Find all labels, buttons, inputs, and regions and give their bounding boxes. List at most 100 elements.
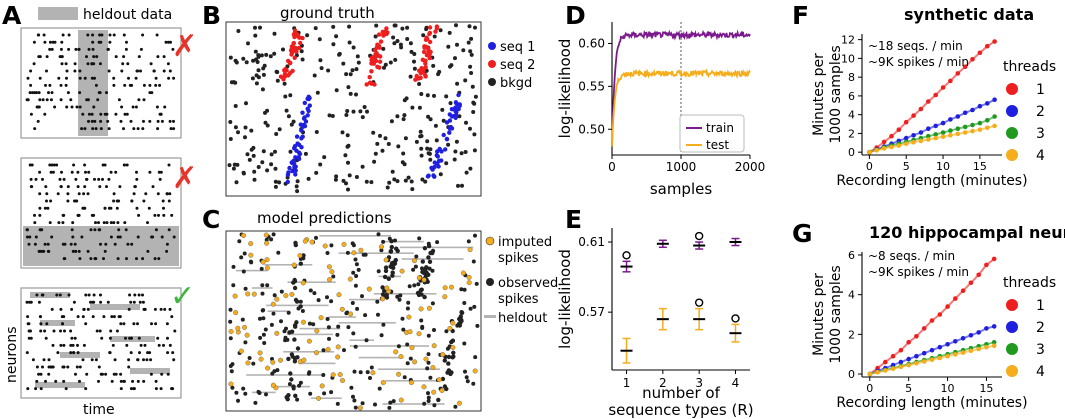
legend-imputed-marker — [485, 236, 495, 246]
bkgd-spike — [354, 175, 359, 179]
bkgd-spike — [281, 47, 285, 52]
bkgd-spike — [244, 101, 248, 106]
spike-dot — [142, 379, 146, 383]
series-4-point — [953, 352, 958, 357]
spike-dot — [59, 83, 63, 87]
y-axis-label: log-likelihood — [556, 39, 574, 139]
observed-spike — [241, 269, 246, 274]
series-2-point — [960, 336, 966, 341]
panel-a: A heldout data ✗ ✗ ✓ time neurons — [2, 1, 197, 418]
bkgd-spike — [463, 150, 468, 154]
spike-dot — [110, 315, 114, 319]
spike-dot — [69, 343, 73, 347]
observed-spike — [398, 293, 403, 298]
series-1-point — [933, 92, 938, 98]
series-1-point — [914, 334, 919, 339]
spike-dot — [105, 221, 109, 225]
observed-spike — [351, 394, 355, 399]
observed-spike — [471, 259, 476, 264]
heldout-bar — [349, 339, 375, 341]
legend-box — [679, 114, 745, 153]
observed-spike — [442, 384, 448, 389]
heldout-bar — [271, 385, 310, 388]
series-4-point — [898, 364, 904, 370]
bkgd-spike — [300, 57, 305, 62]
legend-observed-label: observed — [498, 276, 558, 291]
bkgd-spike — [260, 160, 265, 165]
observed-spike — [292, 337, 297, 342]
series-4-point — [906, 362, 911, 368]
spike-dot — [37, 91, 41, 95]
legend-title: threads — [1003, 59, 1056, 75]
observed-spike — [459, 287, 464, 292]
series-3-point — [962, 124, 968, 130]
imputed-spike — [306, 338, 312, 344]
observed-spike — [295, 346, 301, 351]
spike-dot — [133, 293, 137, 297]
observed-spike — [321, 348, 326, 353]
observed-spike — [248, 259, 253, 264]
observed-spike — [293, 297, 299, 303]
observed-spike — [411, 267, 416, 272]
bkgd-spike — [273, 179, 278, 184]
bkgd-spike — [263, 110, 267, 115]
observed-spike — [435, 240, 440, 245]
bkgd-spike — [418, 134, 423, 139]
spike-dot — [81, 315, 85, 319]
observed-spike — [276, 250, 281, 255]
spike-dot — [67, 33, 71, 37]
observed-spike — [326, 325, 331, 330]
observed-spike — [351, 270, 356, 275]
spike-dot — [87, 293, 91, 297]
spike-dot — [129, 336, 133, 340]
bkgd-spike — [253, 49, 258, 54]
spike-dot — [78, 91, 82, 95]
seq1-spike — [297, 151, 303, 157]
bkgd-spike — [261, 149, 266, 154]
spike-dot — [54, 379, 58, 383]
spike-dot — [35, 105, 39, 109]
spike-dot — [26, 76, 30, 80]
spike-dot — [126, 62, 130, 66]
spike-dot — [156, 336, 160, 340]
spike-dot — [109, 329, 113, 333]
spike-dot — [155, 33, 159, 37]
bkgd-spike — [469, 52, 474, 57]
spike-dot — [134, 105, 138, 109]
bkgd-spike — [385, 185, 390, 190]
spike-dot — [108, 336, 112, 340]
spike-dot — [136, 379, 140, 383]
spike-dot — [149, 372, 153, 376]
spike-dot — [95, 329, 99, 333]
observed-spike — [262, 341, 267, 345]
spike-dot — [101, 163, 105, 167]
bkgd-spike — [312, 73, 317, 78]
observed-spike — [466, 239, 471, 244]
spike-dot — [167, 199, 171, 203]
observed-spike — [346, 325, 351, 330]
observed-spike — [350, 301, 355, 305]
panel-e-letter: E — [565, 205, 582, 234]
heldout-bar — [251, 287, 273, 289]
spike-dot — [110, 379, 114, 383]
seq1-spike — [435, 154, 440, 159]
spike-dot — [117, 228, 121, 232]
legend-1-marker — [1006, 299, 1018, 311]
spike-dot — [147, 206, 151, 210]
imputed-spike — [449, 284, 455, 290]
observed-spike — [376, 232, 381, 237]
imputed-spike — [235, 325, 241, 331]
bkgd-spike — [228, 137, 233, 141]
spike-dot — [78, 365, 82, 369]
spike-dot — [28, 300, 31, 304]
seq2-spike — [382, 30, 388, 36]
spike-dot — [38, 192, 42, 196]
observed-spike — [335, 332, 340, 337]
observed-spike — [354, 262, 359, 267]
spike-dot — [83, 163, 87, 167]
panel-f-letter: F — [792, 1, 809, 30]
observed-spike — [426, 360, 431, 365]
observed-spike — [275, 368, 280, 373]
observed-spike — [298, 304, 303, 309]
bkgd-spike — [393, 57, 398, 62]
